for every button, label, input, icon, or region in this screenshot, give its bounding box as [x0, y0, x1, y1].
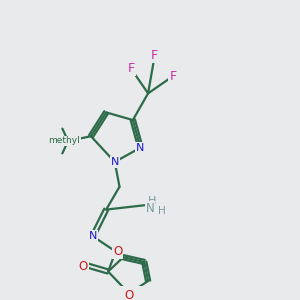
- Text: N: N: [89, 231, 97, 241]
- Text: methyl: methyl: [48, 136, 80, 146]
- Text: O: O: [113, 245, 122, 258]
- Text: F: F: [169, 70, 176, 83]
- Text: O: O: [79, 260, 88, 273]
- Text: N: N: [146, 202, 154, 215]
- Text: H: H: [158, 206, 165, 215]
- Text: N: N: [136, 143, 145, 153]
- Text: O: O: [124, 289, 134, 300]
- Text: F: F: [151, 49, 158, 62]
- Text: N: N: [111, 157, 119, 167]
- Text: H: H: [148, 196, 156, 206]
- Text: F: F: [128, 62, 134, 75]
